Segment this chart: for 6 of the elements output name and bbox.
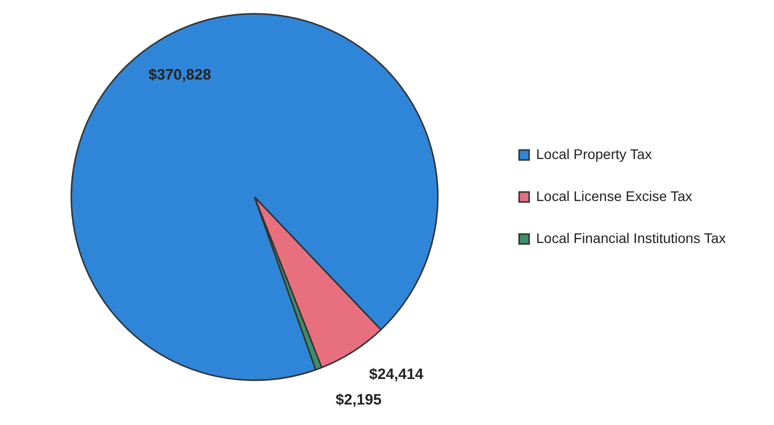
legend-label: Local License Excise Tax — [536, 188, 692, 204]
legend-label: Local Property Tax — [536, 146, 652, 162]
legend-label: Local Financial Institutions Tax — [536, 230, 726, 246]
data-label: $2,195 — [336, 392, 382, 409]
data-label: $370,828 — [148, 66, 212, 84]
data-label: $24,414 — [369, 366, 424, 384]
